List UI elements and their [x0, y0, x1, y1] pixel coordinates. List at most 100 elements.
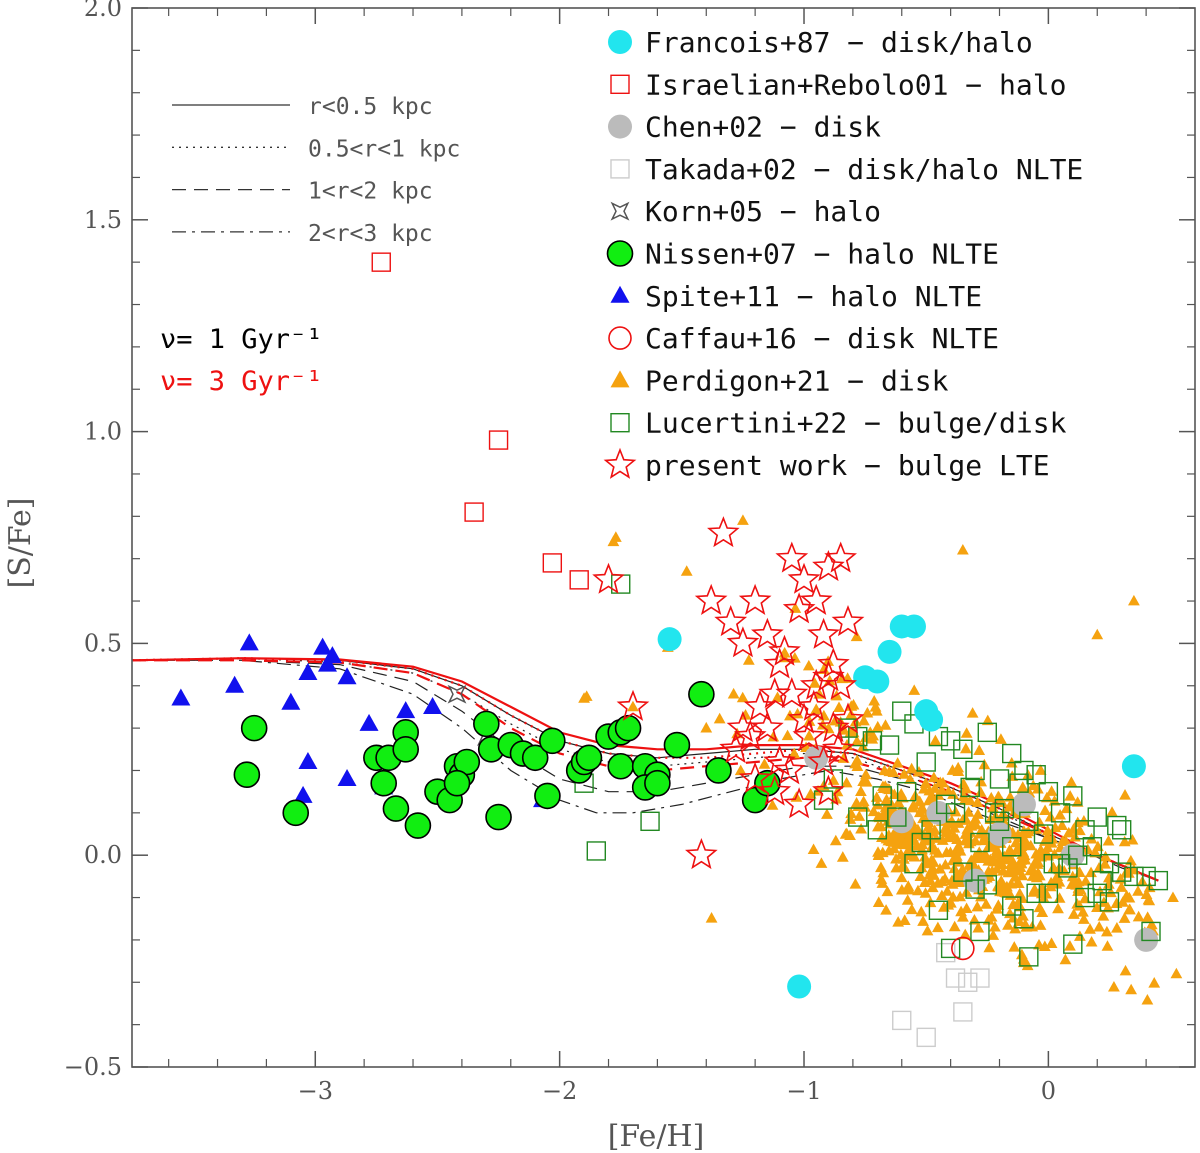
lucertini-point — [1014, 760, 1034, 781]
perdigon-point — [1122, 867, 1135, 878]
perdigon-point — [851, 760, 864, 771]
perdigon-point — [996, 885, 1009, 897]
perdigon-point — [861, 706, 874, 718]
lucertini-point — [989, 811, 1010, 832]
perdigon-point — [903, 883, 916, 895]
perdigon-point — [1101, 940, 1114, 951]
perdigon-point — [928, 869, 940, 880]
spite-point — [396, 701, 416, 719]
present-point — [821, 732, 855, 764]
perdigon-point — [992, 899, 1005, 910]
x-tick-label: −2 — [542, 1077, 577, 1105]
perdigon-point — [917, 915, 929, 926]
perdigon-point — [1019, 918, 1032, 930]
lucertini-point — [823, 769, 844, 789]
perdigon-point — [627, 700, 639, 712]
perdigon-point — [803, 729, 815, 741]
legend-label: Nissen+07 − halo NLTE — [645, 238, 999, 271]
perdigon-point — [1026, 862, 1038, 874]
present-point — [763, 647, 796, 679]
perdigon-point — [1148, 977, 1161, 988]
takada-point — [892, 1010, 912, 1031]
perdigon-point — [1045, 785, 1058, 796]
spite-point — [317, 654, 337, 672]
perdigon-point — [880, 794, 893, 806]
perdigon-point — [1067, 908, 1080, 919]
spite-point — [298, 663, 318, 681]
y-tick-label: 1.0 — [84, 418, 122, 446]
lucertini-point — [848, 807, 868, 827]
nu-label: ν= 1 Gyr⁻¹ — [160, 324, 323, 355]
perdigon-point — [948, 920, 961, 932]
perdigon-point — [822, 722, 835, 734]
perdigon-point — [928, 771, 940, 783]
perdigon-point — [1064, 940, 1076, 951]
lucertini-point — [1075, 820, 1095, 840]
perdigon-point — [771, 691, 784, 702]
perdigon-point — [882, 834, 895, 846]
korn-point — [447, 684, 467, 704]
chen-point — [987, 822, 1012, 847]
perdigon-point — [907, 798, 920, 810]
perdigon-point — [821, 808, 833, 819]
nissen-point — [614, 714, 642, 742]
perdigon-point — [1014, 861, 1027, 873]
perdigon-point — [956, 544, 969, 555]
lucertini-point — [1148, 870, 1169, 891]
spite-point — [359, 713, 379, 731]
perdigon-point — [1077, 913, 1090, 924]
nissen-point — [443, 769, 471, 797]
chen-point — [1011, 792, 1036, 817]
perdigon-point — [1041, 830, 1054, 842]
present-point — [817, 647, 850, 679]
francois-point — [1121, 754, 1146, 779]
perdigon-point — [957, 911, 969, 922]
perdigon-point — [1119, 964, 1132, 976]
perdigon-point — [888, 826, 901, 837]
perdigon-point — [680, 565, 693, 576]
perdigon-point — [988, 855, 1000, 866]
perdigon-point — [1104, 886, 1117, 898]
perdigon-point — [1027, 886, 1040, 897]
perdigon-point — [607, 535, 620, 547]
perdigon-point — [1097, 910, 1110, 921]
perdigon-point — [1120, 889, 1133, 901]
present-point — [707, 516, 740, 548]
perdigon-point — [855, 823, 867, 834]
perdigon-point — [1102, 901, 1114, 913]
lucertini-point — [1063, 934, 1083, 954]
lucertini-point — [1009, 773, 1029, 793]
perdigon-point — [918, 876, 931, 887]
perdigon-point — [1106, 806, 1118, 817]
perdigon-point — [889, 836, 902, 847]
perdigon-point — [914, 870, 927, 882]
perdigon-point — [1033, 938, 1045, 950]
lucertini-point — [1026, 883, 1046, 904]
perdigon-point — [1032, 856, 1044, 867]
present-point — [787, 562, 821, 594]
model-track-line — [132, 659, 1159, 882]
nissen-point — [575, 744, 603, 772]
perdigon-point — [936, 834, 949, 845]
lucertini-point — [1111, 862, 1132, 882]
perdigon-point — [1006, 864, 1019, 876]
lucertini-point — [977, 722, 997, 743]
perdigon-point — [908, 850, 921, 862]
nissen-point — [521, 744, 549, 772]
perdigon-point — [1030, 871, 1043, 883]
legend-marker — [610, 74, 630, 95]
perdigon-point — [1077, 906, 1089, 917]
perdigon-point — [957, 790, 970, 801]
perdigon-point — [975, 775, 988, 787]
perdigon-point — [977, 852, 990, 864]
perdigon-point — [948, 822, 961, 833]
perdigon-point — [822, 655, 835, 666]
nissen-point — [473, 710, 500, 738]
style-legend-label: 1<r<2 kpc — [308, 179, 433, 205]
perdigon-point — [891, 757, 904, 768]
perdigon-point — [829, 834, 842, 846]
nissen-point — [705, 757, 732, 784]
perdigon-point — [915, 861, 928, 873]
perdigon-point — [1010, 844, 1023, 855]
lucertini-point — [970, 921, 990, 942]
